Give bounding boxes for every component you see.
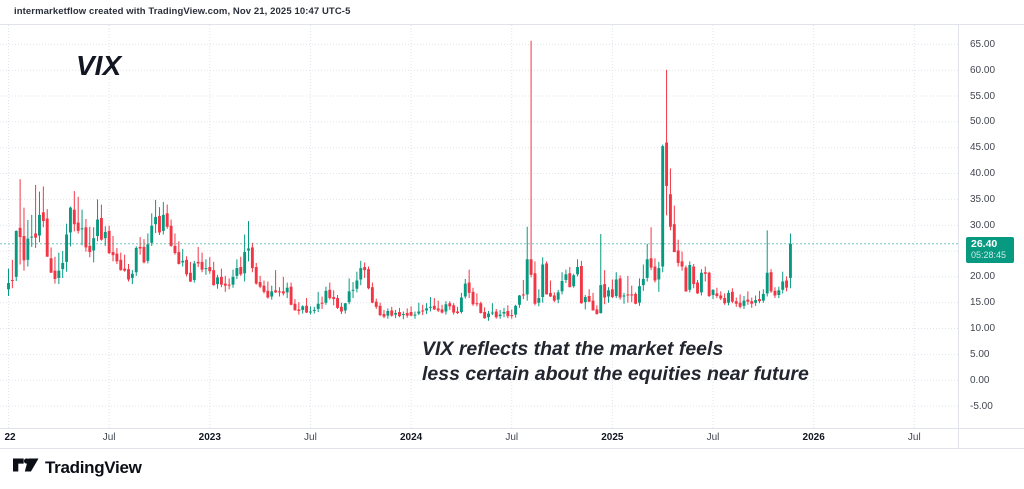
price-tick-label: 5.00 (970, 348, 990, 360)
time-tick-label: 2025 (601, 432, 624, 443)
price-tick-label: 0.00 (970, 374, 990, 386)
price-tick-label: 60.00 (970, 64, 996, 76)
price-tick-label: 55.00 (970, 90, 996, 102)
price-tick-label: 35.00 (970, 193, 996, 205)
time-axis-bottom-border (0, 448, 1024, 449)
symbol-title: VIX (76, 50, 122, 81)
price-tick-label: 20.00 (970, 271, 996, 283)
time-tick-label: Jul (706, 432, 720, 443)
last-price-value: 26.40 (971, 237, 998, 250)
price-tick-label: 30.00 (970, 219, 996, 231)
chart-annotation: VIX reflects that the market feels less … (422, 337, 809, 386)
price-tick-label: 10.00 (970, 323, 996, 335)
annotation-line-2: less certain about the equities near fut… (422, 362, 809, 385)
time-axis-border (0, 428, 1024, 429)
price-tick-label: 45.00 (970, 142, 996, 154)
last-price-badge: 26.40 05:28:45 (966, 236, 1014, 263)
time-axis[interactable]: 22 Jul 2023 Jul 2024 Jul 2025 Jul 2026 Jul (0, 428, 1024, 448)
bar-close-countdown: 05:28:45 (971, 249, 1007, 260)
tradingview-logo[interactable]: TradingView (13, 457, 142, 478)
price-tick-label: 65.00 (970, 38, 996, 50)
time-tick-label: Jul (304, 432, 317, 443)
time-tick-label: 2026 (802, 432, 825, 443)
tradingview-logo-icon (13, 457, 39, 478)
chart-credit-text: intermarketflow created with TradingView… (14, 6, 351, 17)
annotation-line-1: VIX reflects that the market feels (422, 338, 724, 360)
time-tick-label: Jul (505, 432, 519, 443)
price-tick-label: 50.00 (970, 116, 996, 128)
header-divider (0, 24, 1024, 25)
time-tick-label: 2024 (399, 432, 423, 443)
price-tick-label: 40.00 (970, 168, 996, 180)
time-tick-label: Jul (907, 432, 921, 443)
time-tick-label: 22 (4, 432, 16, 443)
price-axis[interactable]: 65.00 60.00 55.00 50.00 45.00 40.00 35.00 30.00… (958, 24, 1024, 428)
tradingview-logo-text: TradingView (45, 457, 142, 477)
time-tick-label: Jul (102, 432, 116, 443)
price-tick-label: 15.00 (970, 297, 996, 309)
time-tick-label: 2023 (198, 432, 221, 443)
price-tick-label: -5.00 (970, 400, 993, 412)
price-axis-border (958, 24, 959, 448)
